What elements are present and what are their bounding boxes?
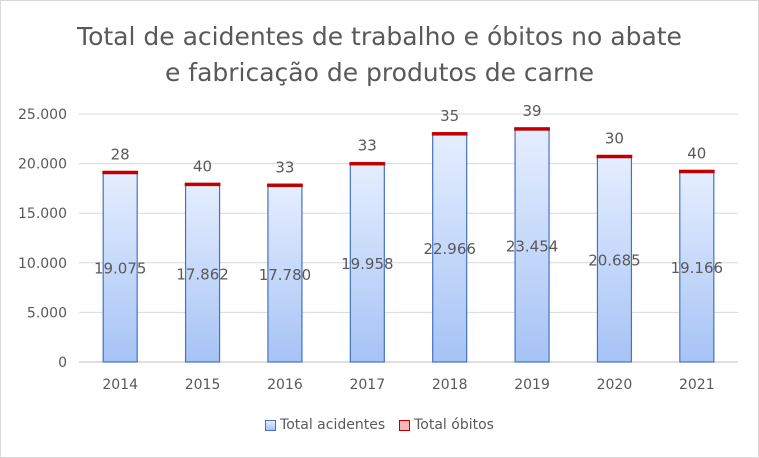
bar-acidentes-2014	[102, 172, 138, 363]
x-tick-label-2014: 2014	[102, 377, 138, 393]
bar-obitos-2015	[184, 182, 221, 187]
data-label-obitos-2017: 33	[358, 137, 377, 155]
bars	[102, 127, 715, 363]
y-tick-label: 0	[58, 355, 67, 371]
data-label-obitos-2018: 35	[440, 107, 459, 125]
y-tick-label: 25.000	[18, 107, 67, 123]
legend-item-obitos: Total óbitos	[399, 417, 494, 433]
chart-title-line-1: Total de acidentes de trabalho e óbitos …	[77, 22, 682, 51]
y-tick-label: 5.000	[27, 305, 67, 321]
data-label-obitos-2016: 33	[275, 158, 294, 176]
legend-label-acidentes: Total acidentes	[280, 417, 386, 433]
x-tick-label-2021: 2021	[679, 377, 715, 393]
bar-obitos-2017	[349, 161, 386, 166]
x-tick-label-2018: 2018	[432, 377, 468, 393]
y-tick-label: 10.000	[18, 256, 67, 272]
legend-swatch-acidentes	[265, 419, 277, 431]
data-label-acidentes-2015: 17.862	[176, 265, 229, 283]
x-tick-label-2019: 2019	[514, 377, 550, 393]
y-tick-label: 20.000	[18, 157, 67, 173]
data-labels: 19.075 28 17.862 40 17.780 33 19.958 33 22.966 35…	[94, 102, 723, 284]
data-label-obitos-2015: 40	[193, 157, 212, 175]
data-label-obitos-2014: 28	[111, 145, 130, 163]
bar-obitos-2016	[267, 183, 303, 188]
bar-obitos-2021	[678, 169, 715, 174]
legend-swatch-obitos	[399, 419, 411, 431]
bar-obitos-2019	[514, 127, 550, 131]
data-label-acidentes-2017: 19.958	[341, 255, 394, 273]
data-label-obitos-2019: 39	[523, 102, 542, 120]
gridlines	[79, 113, 738, 363]
bar-acidentes-2021	[679, 171, 715, 363]
data-label-obitos-2021: 40	[687, 144, 706, 162]
data-label-acidentes-2018: 22.966	[423, 240, 476, 258]
chart-title: Total de acidentes de trabalho e óbitos …	[1, 19, 758, 91]
x-tick-label-2015: 2015	[185, 377, 221, 393]
bar-acidentes-2016	[267, 185, 303, 363]
data-label-acidentes-2014: 19.075	[94, 259, 147, 277]
legend: Total acidentes Total óbitos	[1, 417, 758, 433]
x-tick-label-2020: 2020	[597, 377, 633, 393]
x-axis: 2014 2015 2016 2017 2018 2019 2020 2021	[102, 377, 714, 393]
bar-obitos-2014	[102, 170, 139, 175]
data-label-acidentes-2016: 17.780	[259, 266, 312, 284]
chart-title-line-2: e fabricação de produtos de carne	[164, 58, 595, 87]
y-axis: 0 5.000 10.000 15.000 20.000 25.000	[18, 107, 67, 371]
bar-acidentes-2017	[349, 163, 385, 363]
legend-label-obitos: Total óbitos	[414, 417, 494, 433]
legend-item-acidentes: Total acidentes	[265, 417, 385, 433]
x-tick-label-2017: 2017	[349, 377, 385, 393]
data-label-obitos-2020: 30	[605, 130, 624, 148]
data-label-acidentes-2019: 23.454	[506, 238, 559, 256]
data-label-acidentes-2020: 20.685	[588, 251, 641, 269]
bar-acidentes-2020	[596, 156, 633, 363]
bar-obitos-2020	[596, 154, 633, 159]
bar-acidentes-2018	[432, 133, 468, 363]
y-tick-label: 15.000	[18, 206, 67, 222]
data-label-acidentes-2021: 19.166	[671, 259, 724, 277]
x-tick-label-2016: 2016	[267, 377, 303, 393]
bar-obitos-2018	[431, 132, 468, 136]
